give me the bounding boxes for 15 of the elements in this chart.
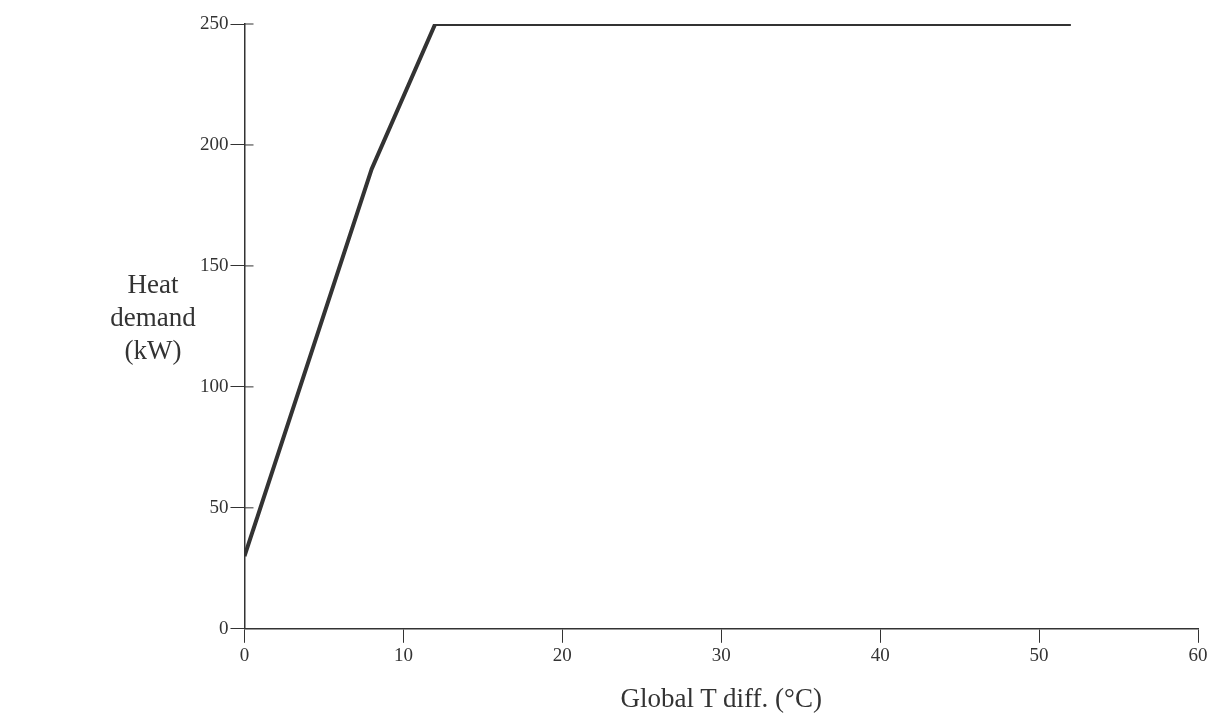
- x-tick-label: 0: [239, 644, 250, 666]
- x-tick-label: 20: [552, 644, 572, 666]
- x-axis-title: Global T diff. (°C): [620, 682, 822, 713]
- y-tick-label: 0: [219, 616, 229, 638]
- y-tick-label: 150: [200, 253, 229, 275]
- x-tick-label: 50: [1029, 644, 1049, 666]
- x-tick-label: 10: [393, 644, 413, 666]
- y-axis-title: Heat demand (kW): [110, 269, 196, 365]
- x-tick-label: 40: [870, 644, 890, 666]
- x-tick-label: 30: [711, 644, 731, 666]
- x-tick-label: 60: [1188, 644, 1208, 666]
- y-tick-label: 100: [200, 374, 229, 396]
- y-tick-label: 200: [200, 132, 229, 154]
- y-tick-label: 50: [209, 495, 229, 517]
- y-tick-label: 250: [200, 11, 229, 33]
